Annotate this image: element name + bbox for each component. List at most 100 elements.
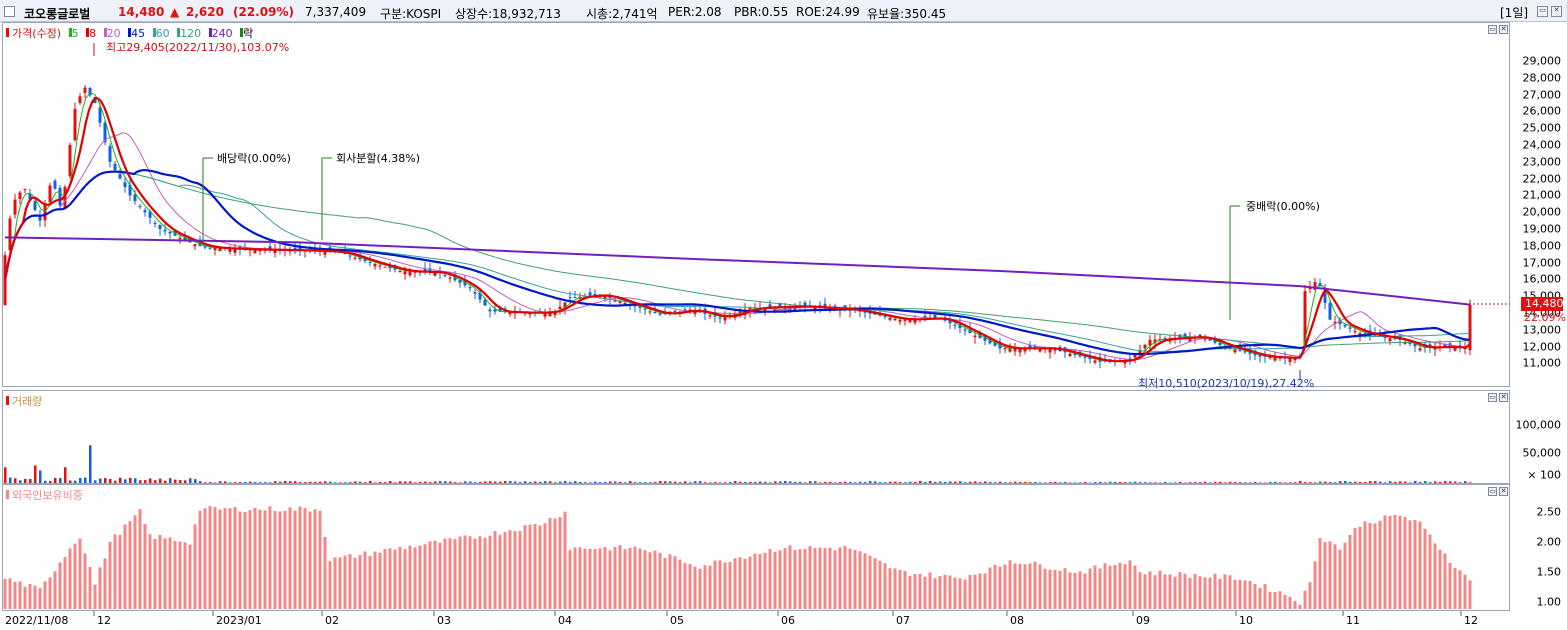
candle-body bbox=[1348, 327, 1352, 329]
candle-body bbox=[723, 316, 727, 321]
volume-bar bbox=[1014, 481, 1017, 483]
foreign-ratio-bar bbox=[288, 507, 292, 609]
per-value: PER:2.08 bbox=[668, 5, 722, 19]
volume-bar bbox=[1314, 482, 1317, 483]
volume-bar bbox=[909, 481, 912, 483]
volume-bar bbox=[879, 482, 882, 483]
foreign-ratio-bar bbox=[968, 574, 972, 609]
foreign-ratio-bar bbox=[1188, 577, 1192, 609]
foreign-ratio-bar bbox=[98, 567, 102, 609]
volume-bar bbox=[189, 478, 192, 483]
volume-bar bbox=[84, 477, 87, 483]
candle-body bbox=[403, 271, 407, 275]
volume-bar bbox=[679, 482, 682, 483]
volume-bar bbox=[494, 481, 497, 483]
volume-bar bbox=[989, 481, 992, 483]
stock-name[interactable]: 코오롱글로벌 bbox=[24, 7, 91, 21]
candle-body bbox=[428, 268, 432, 273]
volume-bar bbox=[154, 480, 157, 483]
maximize-icon[interactable]: ▭ bbox=[1537, 6, 1548, 17]
foreign-ratio-bar bbox=[638, 548, 642, 609]
foreign-ratio-bar bbox=[1048, 569, 1052, 609]
foreign-ratio-bar bbox=[988, 567, 992, 609]
volume-bar bbox=[129, 477, 132, 483]
date-label: 2023/01 bbox=[216, 614, 262, 627]
close-icon[interactable]: ✕ bbox=[1551, 6, 1562, 17]
volume-bar bbox=[1204, 481, 1207, 483]
candle-body bbox=[478, 292, 482, 300]
candle-body bbox=[473, 292, 477, 294]
volume-chart-pane[interactable] bbox=[2, 390, 1510, 484]
foreign-ratio-bar bbox=[133, 515, 137, 609]
volume-bar bbox=[739, 481, 742, 483]
checkbox-icon[interactable] bbox=[4, 6, 15, 17]
foreign-ratio-bar bbox=[263, 510, 267, 609]
volume-bar bbox=[1139, 482, 1142, 483]
volume-bar bbox=[374, 482, 377, 483]
volume-bar bbox=[394, 482, 397, 483]
foreign-ratio-bar bbox=[763, 552, 767, 609]
price-tick-label: 21,000 bbox=[1522, 188, 1562, 202]
foreign-ratio-bar bbox=[538, 525, 542, 609]
volume-bar bbox=[224, 481, 227, 483]
volume-bar bbox=[1294, 482, 1297, 483]
volume-bar bbox=[1369, 481, 1372, 483]
candle-body bbox=[963, 329, 967, 331]
foreign-ratio-bar bbox=[1183, 573, 1187, 609]
foreign-axis[interactable]: 2.50 2.00 1.50 1.00 bbox=[1510, 484, 1565, 611]
volume-bar bbox=[1209, 482, 1212, 483]
candle-body bbox=[398, 271, 402, 273]
foreign-ratio-bar bbox=[408, 545, 412, 609]
volume-bar bbox=[829, 481, 832, 483]
volume-bar bbox=[1154, 482, 1157, 483]
foreign-ratio-bar bbox=[678, 559, 682, 609]
volume-bar bbox=[809, 481, 812, 483]
volume-bar bbox=[1414, 480, 1417, 483]
volume-bar bbox=[1349, 481, 1352, 483]
period-button[interactable]: [1일] bbox=[1500, 6, 1529, 20]
foreign-ratio-bar bbox=[1243, 580, 1247, 609]
pane-close-icon[interactable]: ✕ bbox=[1499, 25, 1508, 34]
volume-pane-minimize-icon[interactable]: ▭ bbox=[1488, 393, 1497, 402]
foreign-ratio-bar bbox=[853, 549, 857, 609]
candle-body bbox=[1028, 344, 1032, 349]
volume-bar bbox=[359, 481, 362, 483]
price-tick-label: 17,000 bbox=[1522, 256, 1562, 270]
volume-axis[interactable]: 100,000 50,000 × 100 bbox=[1510, 390, 1565, 484]
volume-bar bbox=[1229, 481, 1232, 483]
candle-body bbox=[83, 87, 87, 93]
candle-body bbox=[88, 87, 92, 96]
foreign-pane-close-icon[interactable]: ✕ bbox=[1499, 487, 1508, 496]
foreign-ratio-bar bbox=[158, 535, 162, 609]
volume-bar bbox=[1239, 482, 1242, 483]
volume-bar bbox=[854, 482, 857, 483]
foreign-ratio-bar bbox=[1398, 515, 1402, 609]
foreign-ratio-bar bbox=[733, 558, 737, 609]
candle-body bbox=[113, 163, 117, 171]
price-axis[interactable]: 29,000 28,000 27,000 26,000 25,000 24,000 23,0… bbox=[1510, 22, 1565, 387]
foreign-ratio-bar bbox=[483, 537, 487, 609]
foreign-ratio-bar bbox=[713, 560, 717, 609]
foreign-ratio-bar bbox=[1108, 565, 1112, 609]
foreign-pane-minimize-icon[interactable]: ▭ bbox=[1488, 487, 1497, 496]
volume-pane-close-icon[interactable]: ✕ bbox=[1499, 393, 1508, 402]
foreign-title: 외국인보유비중 bbox=[6, 487, 83, 503]
foreign-ratio-bar bbox=[1288, 596, 1292, 609]
foreign-ratio-bar bbox=[723, 562, 727, 609]
date-label: 03 bbox=[437, 614, 451, 627]
volume-bar bbox=[314, 481, 317, 483]
price-tick-label: 25,000 bbox=[1522, 121, 1562, 135]
volume-bar bbox=[724, 482, 727, 483]
foreign-ratio-bar bbox=[1248, 580, 1252, 609]
pane-minimize-icon[interactable]: ▭ bbox=[1488, 25, 1497, 34]
volume-bar bbox=[1214, 481, 1217, 483]
candle-body bbox=[933, 314, 937, 319]
foreign-ratio-bar bbox=[78, 538, 82, 609]
candle-body bbox=[983, 336, 987, 341]
foreign-ratio-bar bbox=[268, 506, 272, 609]
foreign-ratio-bar bbox=[1178, 572, 1182, 609]
candle-body bbox=[1468, 304, 1472, 351]
volume-bar bbox=[384, 482, 387, 483]
candle-body bbox=[508, 312, 512, 315]
